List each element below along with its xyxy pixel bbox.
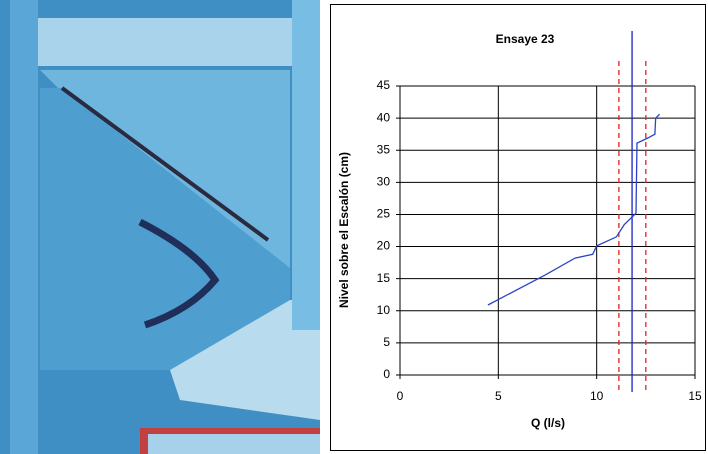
x-tick-label: 15 (688, 389, 702, 403)
y-tick-label: 15 (377, 271, 391, 285)
y-axis-title: Nivel sobre el Escalón (cm) (337, 152, 351, 308)
y-tick-label: 35 (377, 142, 391, 156)
x-tick-label: 10 (590, 389, 604, 403)
photo-panel (38, 18, 294, 66)
y-tick-label: 0 (383, 367, 390, 381)
y-tick-label: 40 (377, 110, 391, 124)
y-tick-label: 25 (377, 207, 391, 221)
x-axis-title: Q (l/s) (531, 416, 565, 430)
y-tick-label: 5 (383, 335, 390, 349)
y-tick-label: 30 (377, 175, 391, 189)
page: Ensaye 23 Q (l/s) Nivel sobre el Escalón… (0, 0, 708, 454)
figure: Ensaye 23 Q (l/s) Nivel sobre el Escalón… (0, 0, 708, 454)
y-tick-label: 45 (377, 78, 391, 92)
photo-post (10, 0, 38, 454)
x-tick-label: 0 (397, 389, 404, 403)
chart-title: Ensaye 23 (496, 32, 555, 46)
photo-beam-inner (148, 434, 320, 454)
y-tick-label: 20 (377, 239, 391, 253)
photo (0, 0, 320, 454)
chart-frame (331, 5, 706, 451)
x-tick-label: 5 (495, 389, 502, 403)
y-tick-label: 10 (377, 303, 391, 317)
photo-post-right (292, 0, 320, 330)
